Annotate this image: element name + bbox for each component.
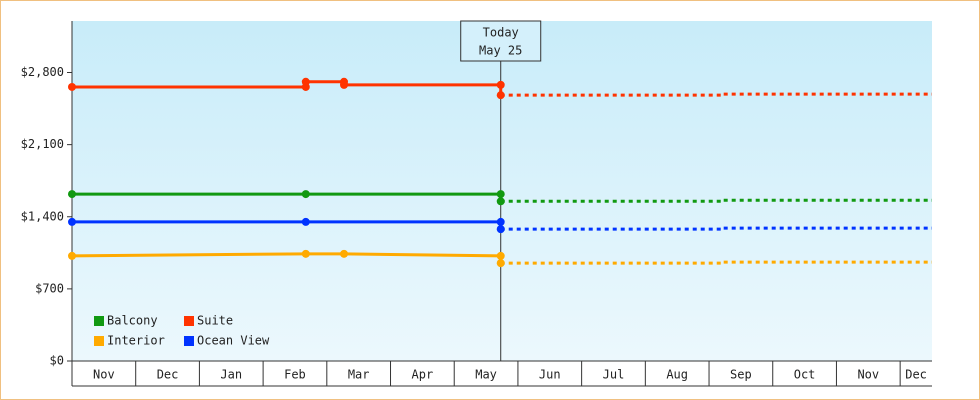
legend-label: Interior xyxy=(107,334,165,348)
price-point xyxy=(496,217,505,226)
y-tick-label: $2,100 xyxy=(21,137,64,151)
x-tick-label: Aug xyxy=(666,368,688,382)
x-tick-label: Nov xyxy=(857,368,879,382)
x-tick-label: Dec xyxy=(905,368,927,382)
price-point xyxy=(496,259,505,268)
legend-swatch xyxy=(184,316,194,326)
y-tick-label: $700 xyxy=(35,281,64,295)
x-tick-label: Nov xyxy=(93,368,115,382)
today-box xyxy=(460,20,542,62)
legend-label: Ocean View xyxy=(197,334,270,348)
price-point xyxy=(68,217,76,226)
x-tick-label: Oct xyxy=(794,368,816,382)
x-tick-label: Apr xyxy=(412,368,434,382)
y-tick-label: $1,400 xyxy=(21,209,64,223)
price-point xyxy=(301,249,310,258)
x-tick-label: Sep xyxy=(730,368,752,382)
x-tick-label: Jan xyxy=(220,368,242,382)
x-tick-label: Feb xyxy=(284,368,306,382)
price-point xyxy=(68,82,76,91)
price-point xyxy=(496,80,505,89)
x-tick-label: Jul xyxy=(603,368,625,382)
price-point xyxy=(301,190,310,199)
price-point xyxy=(496,251,505,260)
price-point xyxy=(496,197,505,206)
price-point xyxy=(68,190,76,199)
price-point xyxy=(496,91,505,100)
x-tick-label: May xyxy=(475,368,497,382)
x-tick-label: Jun xyxy=(539,368,561,382)
legend-label: Balcony xyxy=(107,314,158,328)
price-point xyxy=(68,251,76,260)
price-point xyxy=(340,80,349,89)
y-tick-label: $2,800 xyxy=(21,65,64,79)
price-point xyxy=(301,217,310,226)
today-label: Today xyxy=(483,26,519,40)
legend-label: Suite xyxy=(197,314,233,328)
price-point xyxy=(496,190,505,199)
price-point xyxy=(340,249,349,258)
today-date: May 25 xyxy=(479,44,522,58)
legend-swatch xyxy=(94,316,104,326)
x-tick-label: Mar xyxy=(348,368,370,382)
price-point xyxy=(301,77,310,86)
legend-swatch xyxy=(184,336,194,346)
x-tick-label: Dec xyxy=(157,368,179,382)
price-point xyxy=(496,225,505,234)
y-tick-label: $0 xyxy=(50,354,64,368)
legend-swatch xyxy=(94,336,104,346)
